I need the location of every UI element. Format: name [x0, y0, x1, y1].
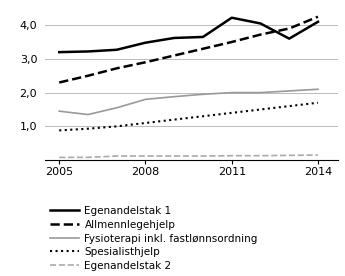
- Legend: Egenandelstak 1, Allmennlegehjelp, Fysioterapi inkl. fastlønnsordning, Spesialis: Egenandelstak 1, Allmennlegehjelp, Fysio…: [50, 206, 258, 271]
